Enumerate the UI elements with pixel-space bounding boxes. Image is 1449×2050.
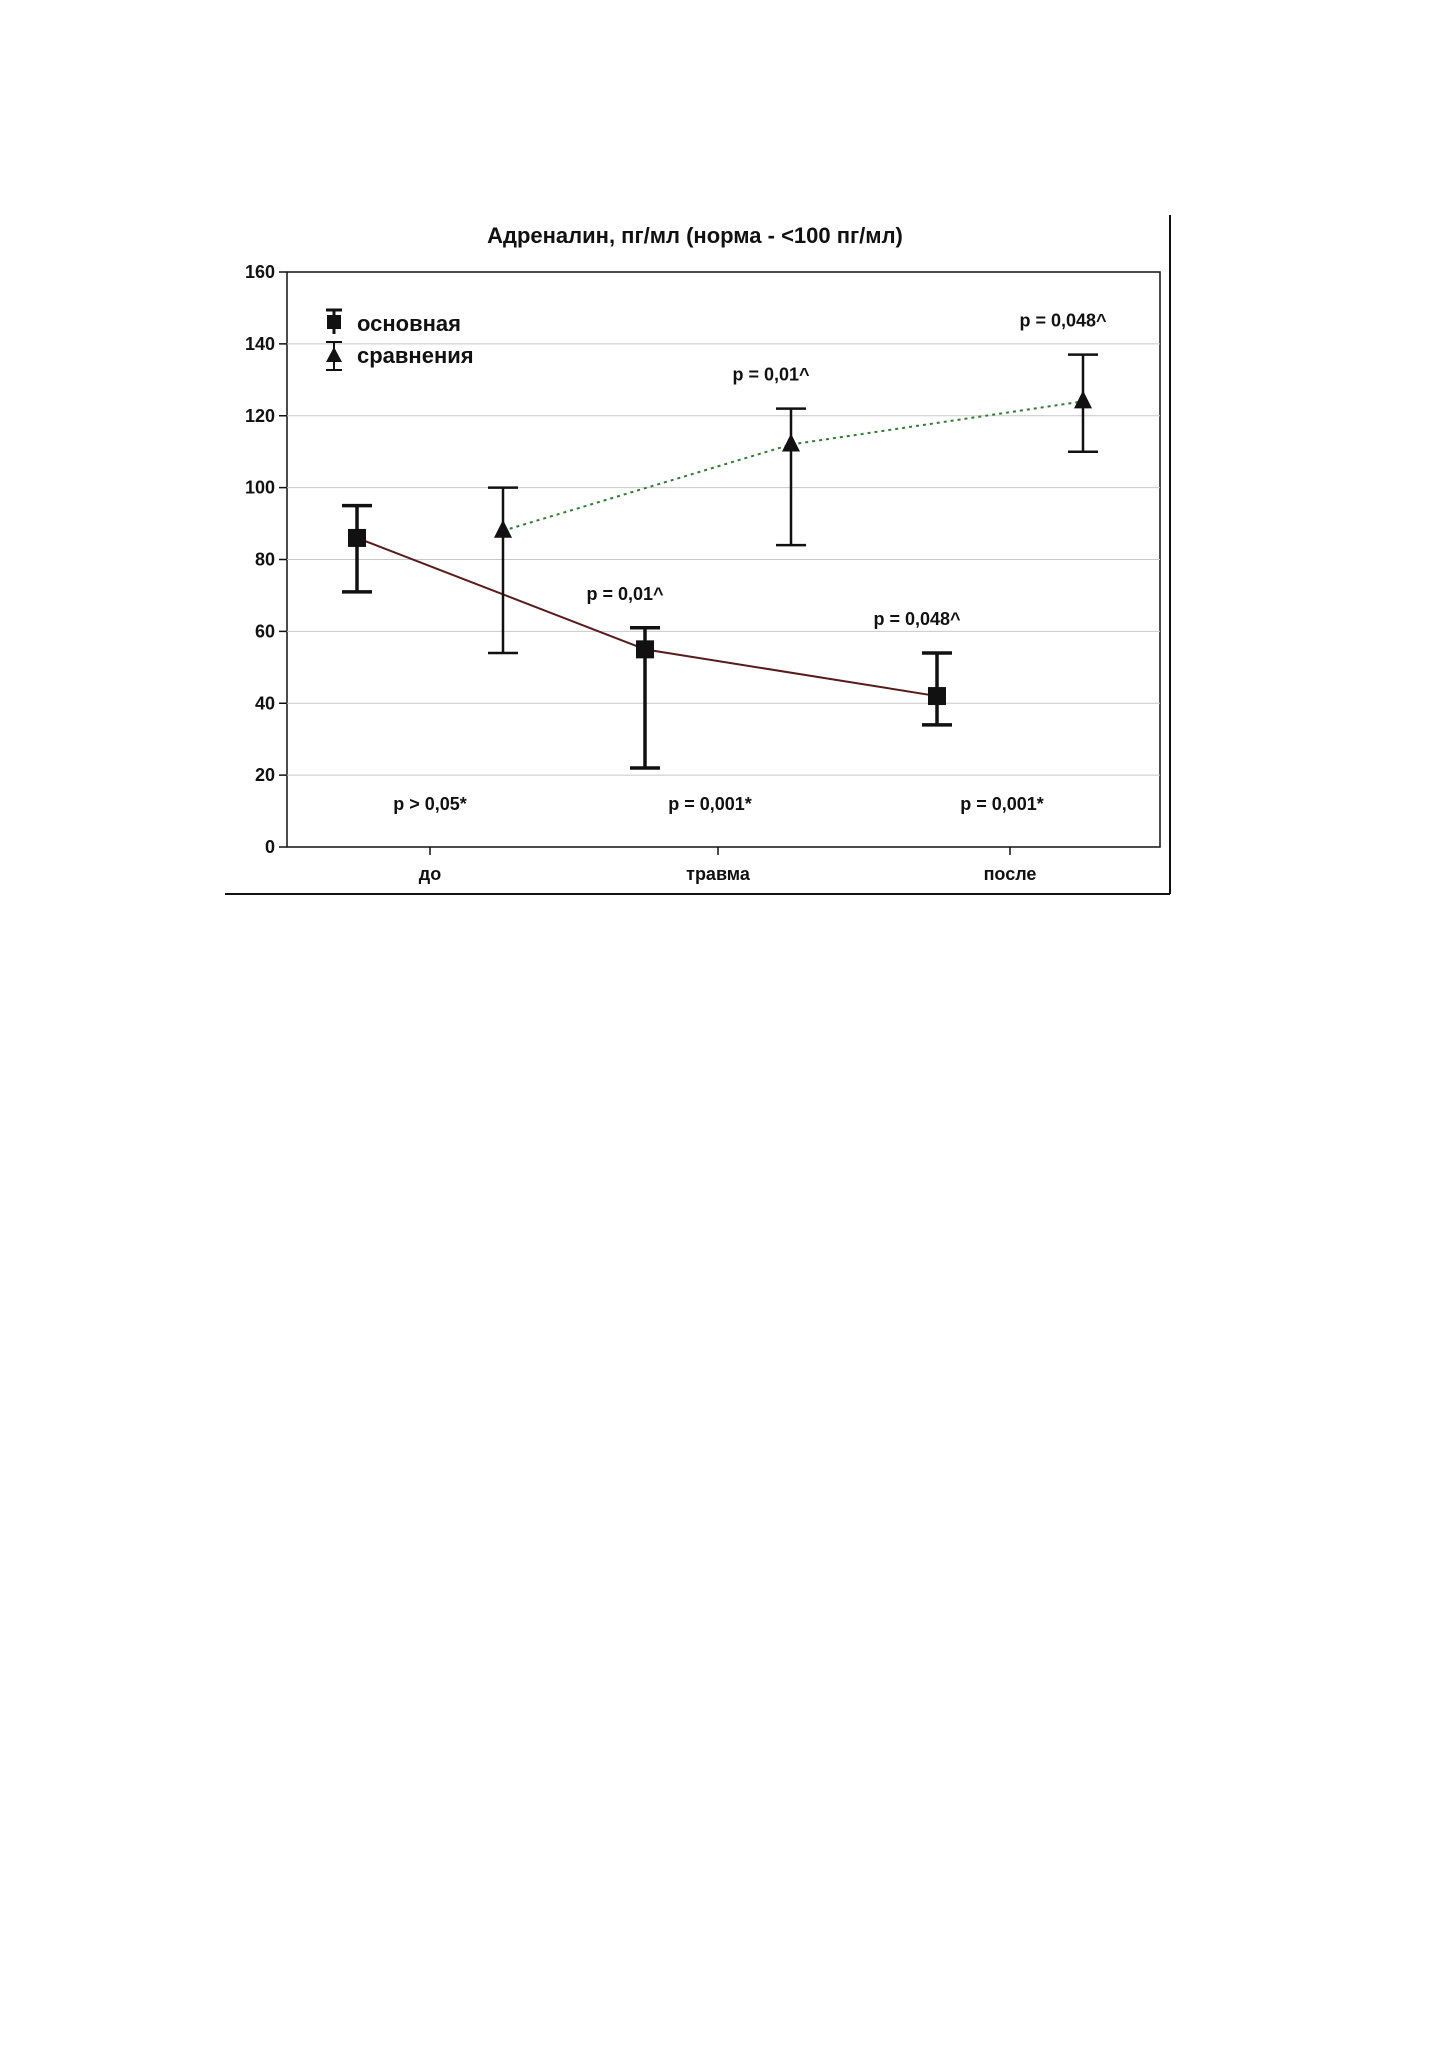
annotations: p = 0,01^ p = 0,048^ p = 0,01^ p = 0,048^ p …	[393, 311, 1107, 814]
series-line-сравнения	[502, 400, 1084, 532]
x-axis-ticks: до травма после	[419, 847, 1037, 884]
legend-square-marker-icon	[327, 315, 341, 329]
data-point-triangle	[1074, 390, 1092, 409]
x-tick-label: после	[984, 864, 1037, 884]
annotation-label: p = 0,01^	[732, 365, 810, 385]
y-tick-label: 160	[245, 262, 275, 282]
legend-label-основная: основная	[357, 311, 461, 336]
data-point-square	[928, 687, 946, 706]
annotation-label: p > 0,05*	[393, 794, 467, 814]
y-tick-label: 40	[255, 693, 275, 713]
chart-title: Адреналин, пг/мл (норма - <100 пг/мл)	[487, 223, 903, 248]
legend-item-сравнения: сравнения	[326, 341, 474, 371]
y-tick-label: 80	[255, 550, 275, 570]
x-tick-label: до	[419, 864, 441, 884]
data-point-square	[636, 640, 654, 659]
grid-lines	[287, 343, 1160, 776]
data-point-triangle	[494, 519, 512, 538]
legend-triangle-marker-icon	[326, 347, 342, 362]
legend: основная сравнения	[326, 308, 474, 371]
legend-item-основная: основная	[326, 308, 461, 336]
y-tick-label: 100	[245, 478, 275, 498]
series-line-основная	[356, 537, 938, 698]
x-tick-label: травма	[686, 864, 751, 884]
y-tick-label: 60	[255, 621, 275, 641]
y-axis-ticks: 0 20 40 60 80 100 120 140 160	[245, 262, 287, 857]
annotation-label: p = 0,01^	[586, 584, 664, 604]
y-tick-label: 20	[255, 765, 275, 785]
series-layer	[342, 353, 1098, 770]
annotation-label: p = 0,048^	[873, 609, 961, 629]
annotation-label: p = 0,001*	[960, 794, 1044, 814]
y-tick-label: 120	[245, 406, 275, 426]
data-point-square	[348, 528, 366, 547]
y-tick-label: 0	[265, 837, 275, 857]
annotation-label: p = 0,001*	[668, 794, 752, 814]
data-point-triangle	[782, 433, 800, 452]
annotation-label: p = 0,048^	[1019, 311, 1107, 331]
y-tick-label: 140	[245, 334, 275, 354]
legend-label-сравнения: сравнения	[357, 343, 474, 368]
